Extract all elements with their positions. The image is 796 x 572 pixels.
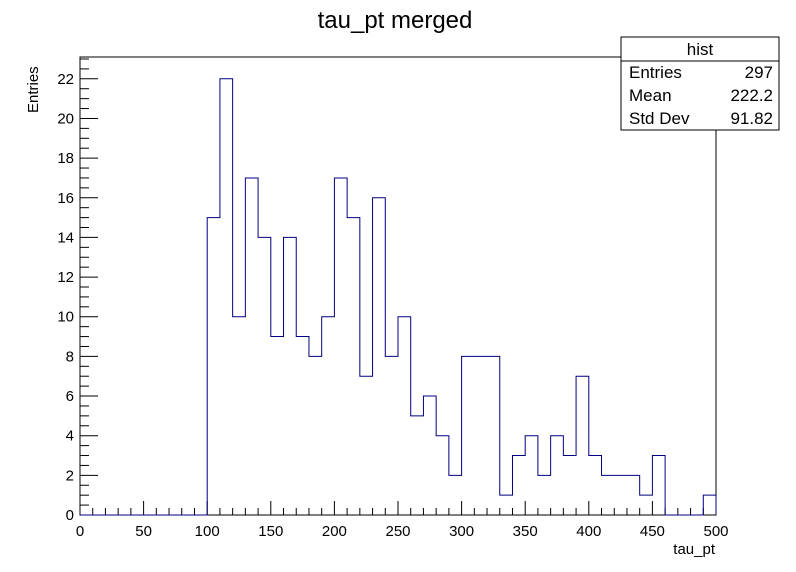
histogram-bin [360,376,373,515]
y-tick-label: 0 [66,507,74,524]
histogram-bin [576,376,589,515]
chart-title: tau_pt merged [318,7,473,34]
y-tick-label: 10 [57,309,74,326]
histogram-bin [258,237,271,515]
histogram-series-line [80,78,717,516]
y-tick-label: 6 [66,388,74,405]
stats-stddev-label: Std Dev [629,109,690,128]
x-tick-label: 0 [76,523,84,540]
histogram-bin [271,337,284,515]
histogram-bin [245,178,258,515]
histogram-bin [284,237,297,515]
y-tick-label: 18 [57,150,74,167]
histogram-bin [347,218,360,515]
histogram-bin [423,396,436,515]
histogram-bin [385,356,398,515]
histogram-bin [551,436,564,515]
stats-box-title: hist [687,40,714,59]
histogram-bin [487,356,500,515]
axis-ticks [79,58,717,516]
stats-entries-value: 297 [745,63,773,82]
histogram-bin [589,456,602,515]
stats-mean-value: 222.2 [730,86,773,105]
y-tick-label: 12 [57,269,74,286]
x-tick-label: 450 [640,523,665,540]
x-tick-label: 400 [576,523,601,540]
histogram-bin [334,178,347,515]
histogram-bin [627,475,640,515]
y-tick-labels: 0 2 4 6 8 10 12 14 16 18 20 22 [57,71,74,524]
histogram-bin [462,356,475,515]
x-tick-label: 200 [322,523,347,540]
stats-stddev-value: 91.82 [730,109,773,128]
y-tick-label: 8 [66,348,74,365]
y-axis-label: Entries [25,66,42,113]
histogram-bin [309,356,322,515]
x-tick-label: 50 [135,523,152,540]
x-tick-label: 150 [258,523,283,540]
histogram-bin [538,475,551,515]
x-axis-label: tau_pt [673,541,716,558]
histogram-bin [500,495,513,515]
y-tick-label: 22 [57,71,74,88]
histogram-bin [449,475,462,515]
x-tick-label: 300 [449,523,474,540]
stats-box-frame [620,36,780,131]
histogram-bin [207,218,220,515]
stats-entries-label: Entries [629,63,682,82]
histogram-bin [322,317,335,515]
histogram-bin [614,475,627,515]
x-tick-label: 250 [385,523,410,540]
y-tick-label: 4 [66,428,74,445]
histogram-bin [474,356,487,515]
histogram-bin [640,495,653,515]
y-tick-label: 16 [57,190,74,207]
y-tick-label: 14 [57,229,74,246]
x-tick-label: 100 [195,523,220,540]
histogram-bin [563,456,576,515]
histogram-bin [525,436,538,515]
histogram-bin [398,317,411,515]
histogram-bin [512,456,525,515]
x-tick-label: 500 [703,523,728,540]
stats-box: hist Entries 297 Mean 222.2 Std Dev 91.8… [620,36,780,131]
histogram-bin [652,456,665,515]
y-tick-label: 2 [66,467,74,484]
x-tick-labels: 0 50 100 150 200 250 300 350 400 450 500 [76,523,729,540]
histogram-bin [220,79,233,515]
x-tick-label: 350 [513,523,538,540]
histogram-bin [602,475,615,515]
histogram-bin [296,337,309,515]
histogram-bin [411,416,424,515]
stats-mean-label: Mean [629,86,672,105]
histogram-bin [436,436,449,515]
histogram-bin [373,198,386,515]
histogram-bin [233,317,246,515]
histogram-bin [703,495,716,515]
y-tick-label: 20 [57,110,74,127]
